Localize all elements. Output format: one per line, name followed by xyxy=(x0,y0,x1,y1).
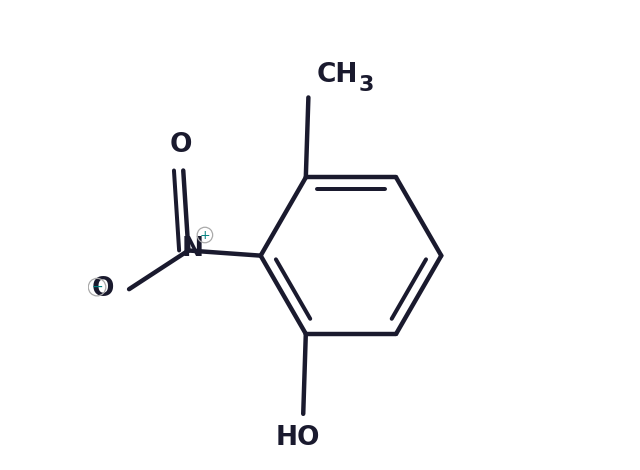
Text: HO: HO xyxy=(276,425,320,451)
Text: O: O xyxy=(170,132,192,157)
Text: CH: CH xyxy=(316,62,358,88)
Text: N: N xyxy=(182,236,204,262)
Text: −: − xyxy=(92,280,103,294)
Text: +: + xyxy=(200,228,210,242)
Text: O: O xyxy=(92,276,115,302)
Text: 3: 3 xyxy=(359,75,374,95)
